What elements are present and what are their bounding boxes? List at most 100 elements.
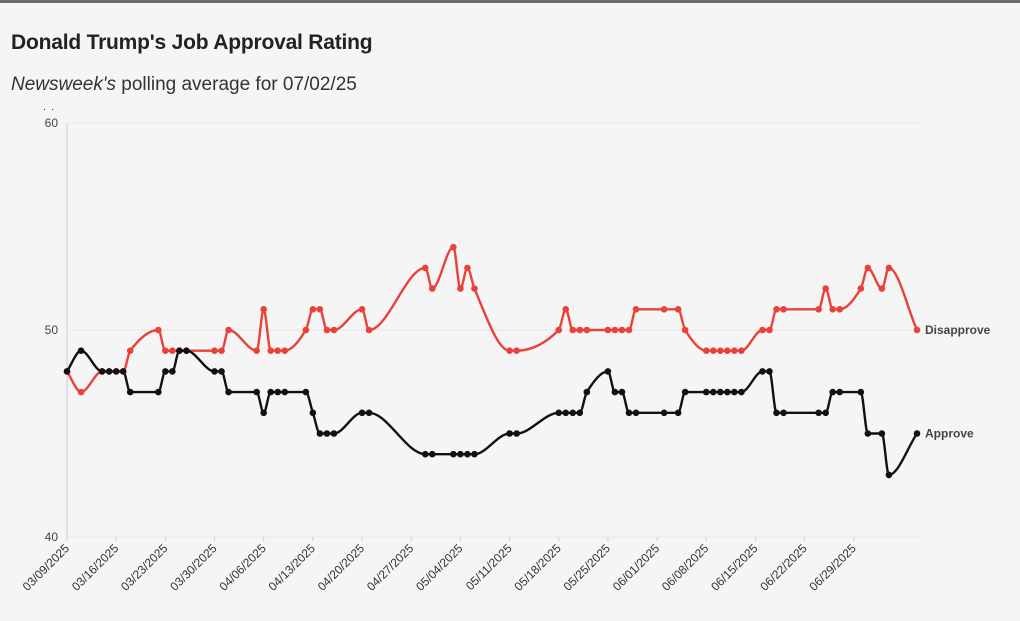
approve-point bbox=[759, 368, 766, 375]
approve-point bbox=[717, 388, 724, 396]
approve-point bbox=[766, 368, 773, 375]
approve-point bbox=[77, 347, 85, 355]
x-tick-label: 05/04/2025 bbox=[413, 541, 466, 594]
disapprove-point bbox=[421, 264, 429, 272]
end-labels: Disapprove Approve bbox=[925, 323, 991, 441]
x-tick-label: 06/15/2025 bbox=[708, 541, 761, 594]
x-tick-label: 06/22/2025 bbox=[757, 541, 810, 594]
x-tick-label: 04/20/2025 bbox=[315, 541, 368, 594]
y-tick-label-60: 60 bbox=[45, 116, 59, 130]
approve-point bbox=[702, 388, 710, 396]
disapprove-point bbox=[330, 326, 338, 334]
disapprove-point bbox=[253, 347, 260, 355]
approve-point bbox=[358, 409, 366, 417]
disapprove-point bbox=[583, 326, 591, 334]
approve-point bbox=[555, 409, 563, 417]
x-tick-label: 03/23/2025 bbox=[118, 541, 171, 594]
approve-point bbox=[780, 409, 787, 417]
approve-point bbox=[632, 409, 640, 417]
approve-point bbox=[464, 450, 471, 458]
approve-point bbox=[274, 388, 282, 396]
disapprove-point bbox=[260, 306, 267, 313]
approve-point bbox=[829, 388, 836, 396]
approve-point bbox=[169, 368, 176, 375]
disapprove-point bbox=[864, 264, 872, 272]
x-tick-label: 04/06/2025 bbox=[216, 541, 269, 594]
x-tick-label: 06/01/2025 bbox=[610, 541, 663, 594]
approve-point bbox=[836, 388, 844, 396]
approve-point bbox=[211, 368, 218, 375]
approve-point bbox=[618, 388, 626, 396]
disapprove-point bbox=[759, 326, 766, 334]
approve-point bbox=[562, 409, 570, 417]
approve-point bbox=[611, 388, 619, 396]
disapprove-point bbox=[913, 326, 921, 334]
approve-point bbox=[709, 388, 717, 396]
disapprove-point bbox=[724, 347, 731, 355]
x-tick-label: 03/09/2025 bbox=[20, 541, 73, 594]
disapprove-point bbox=[738, 347, 745, 355]
disapprove-point bbox=[702, 347, 710, 355]
disapprove-point bbox=[555, 326, 563, 334]
approve-end-label: Approve bbox=[925, 427, 974, 441]
x-tick-label: 06/08/2025 bbox=[659, 541, 712, 594]
disapprove-point bbox=[562, 306, 570, 313]
approve-point bbox=[450, 450, 457, 458]
disapprove-point bbox=[660, 306, 668, 313]
series-layer bbox=[63, 243, 921, 479]
disapprove-point bbox=[625, 326, 633, 334]
disapprove-point bbox=[506, 347, 513, 355]
disapprove-point bbox=[836, 306, 844, 313]
approve-point bbox=[583, 388, 591, 396]
approve-point bbox=[260, 409, 267, 417]
approve-point bbox=[681, 388, 689, 396]
disapprove-point bbox=[632, 306, 640, 313]
approve-point bbox=[218, 368, 225, 375]
approve-point bbox=[506, 430, 513, 437]
disapprove-point bbox=[365, 326, 373, 334]
y-tick-label-40: 40 bbox=[45, 530, 59, 544]
disapprove-point bbox=[450, 243, 457, 251]
disapprove-point bbox=[780, 306, 787, 313]
disapprove-point bbox=[717, 347, 724, 355]
disapprove-point bbox=[829, 306, 836, 313]
approve-point bbox=[267, 388, 275, 396]
approve-point bbox=[330, 430, 338, 437]
y-axis-ticks: 40 50 60 bbox=[45, 116, 59, 544]
disapprove-point bbox=[471, 285, 478, 292]
approve-point bbox=[913, 430, 921, 437]
approve-point bbox=[822, 409, 829, 417]
disapprove-point bbox=[618, 326, 626, 334]
x-tick-label: 06/29/2025 bbox=[807, 541, 860, 594]
approve-point bbox=[98, 368, 106, 375]
approve-point bbox=[864, 430, 872, 437]
x-axis-ticks: 03/09/202503/16/202503/23/202503/30/2025… bbox=[20, 537, 859, 594]
approve-point bbox=[773, 409, 780, 417]
disapprove-point bbox=[316, 306, 324, 313]
approve-point bbox=[625, 409, 633, 417]
disapprove-point bbox=[766, 326, 773, 334]
x-tick-label: 03/16/2025 bbox=[69, 541, 122, 594]
y-tick-label-50: 50 bbox=[45, 323, 59, 337]
top-rule bbox=[0, 0, 1020, 3]
disapprove-point bbox=[126, 347, 134, 355]
disapprove-point bbox=[815, 306, 822, 313]
chart-title: Donald Trump's Job Approval Rating bbox=[11, 31, 373, 54]
approve-point bbox=[105, 368, 113, 375]
approve-point bbox=[731, 388, 738, 396]
y-axis-marker: . . bbox=[43, 101, 56, 113]
disapprove-point bbox=[225, 326, 232, 334]
disapprove-point bbox=[674, 306, 682, 313]
disapprove-point bbox=[457, 285, 464, 292]
approve-point bbox=[604, 368, 612, 375]
approve-point bbox=[316, 430, 324, 437]
approve-line bbox=[65, 349, 919, 477]
approve-point bbox=[428, 450, 436, 458]
disapprove-point bbox=[773, 306, 780, 313]
approve-point bbox=[155, 388, 162, 396]
disapprove-point bbox=[155, 326, 162, 334]
x-tick-label: 05/18/2025 bbox=[511, 541, 564, 594]
approve-point bbox=[471, 450, 478, 458]
disapprove-point bbox=[302, 326, 310, 334]
disapprove-point bbox=[681, 326, 689, 334]
